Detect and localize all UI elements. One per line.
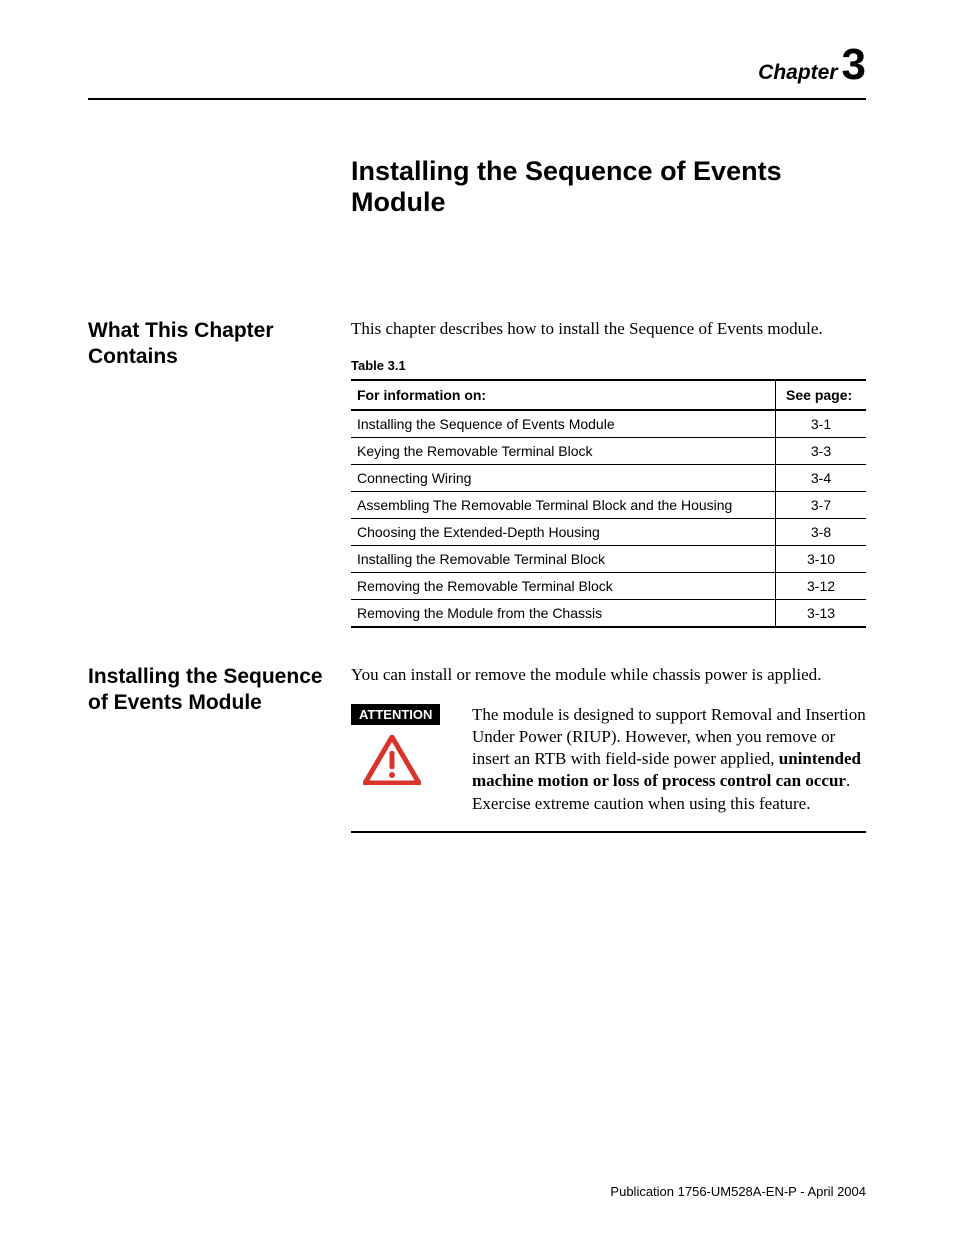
table-cell-page: 3-3 xyxy=(776,438,866,465)
table-cell-page: 3-8 xyxy=(776,519,866,546)
table-row: Removing the Module from the Chassis3-13 xyxy=(351,600,866,628)
chapter-label: Chapter xyxy=(758,61,837,84)
table-row: Connecting Wiring3-4 xyxy=(351,465,866,492)
contents-table: For information on: See page: Installing… xyxy=(351,379,866,628)
table-cell-info: Keying the Removable Terminal Block xyxy=(351,438,776,465)
table-cell-info: Assembling The Removable Terminal Block … xyxy=(351,492,776,519)
section-heading: Installing the Sequence of Events Module xyxy=(88,664,331,717)
section-intro-text: This chapter describes how to install th… xyxy=(351,318,866,340)
publication-footer: Publication 1756-UM528A-EN-P - April 200… xyxy=(610,1184,866,1199)
attention-block: ATTENTION The module is designed to supp… xyxy=(351,704,866,832)
section-intro-text: You can install or remove the module whi… xyxy=(351,664,866,686)
table-caption: Table 3.1 xyxy=(351,358,866,373)
section-what-this-chapter-contains: What This Chapter Contains This chapter … xyxy=(88,318,866,628)
table-row: Keying the Removable Terminal Block3-3 xyxy=(351,438,866,465)
table-cell-page: 3-7 xyxy=(776,492,866,519)
table-cell-page: 3-1 xyxy=(776,410,866,438)
table-cell-info: Choosing the Extended-Depth Housing xyxy=(351,519,776,546)
table-cell-info: Removing the Module from the Chassis xyxy=(351,600,776,628)
table-header-info: For information on: xyxy=(351,380,776,410)
table-cell-info: Removing the Removable Terminal Block xyxy=(351,573,776,600)
table-row: Removing the Removable Terminal Block3-1… xyxy=(351,573,866,600)
table-row: Choosing the Extended-Depth Housing3-8 xyxy=(351,519,866,546)
attention-badge: ATTENTION xyxy=(351,704,440,725)
table-cell-page: 3-12 xyxy=(776,573,866,600)
section-installing: Installing the Sequence of Events Module… xyxy=(88,664,866,833)
table-cell-page: 3-4 xyxy=(776,465,866,492)
table-row: Installing the Removable Terminal Block3… xyxy=(351,546,866,573)
table-cell-page: 3-10 xyxy=(776,546,866,573)
table-header-page: See page: xyxy=(776,380,866,410)
header-rule xyxy=(88,98,866,100)
table-cell-info: Connecting Wiring xyxy=(351,465,776,492)
table-row: Assembling The Removable Terminal Block … xyxy=(351,492,866,519)
table-cell-info: Installing the Sequence of Events Module xyxy=(351,410,776,438)
chapter-number: 3 xyxy=(842,40,866,89)
table-cell-info: Installing the Removable Terminal Block xyxy=(351,546,776,573)
chapter-header: Chapter3 xyxy=(88,40,866,90)
table-cell-page: 3-13 xyxy=(776,600,866,628)
section-heading: What This Chapter Contains xyxy=(88,318,331,371)
attention-text: The module is designed to support Remova… xyxy=(456,704,866,814)
table-row: Installing the Sequence of Events Module… xyxy=(351,410,866,438)
warning-icon xyxy=(363,735,456,790)
page-title: Installing the Sequence of Events Module xyxy=(351,156,866,218)
